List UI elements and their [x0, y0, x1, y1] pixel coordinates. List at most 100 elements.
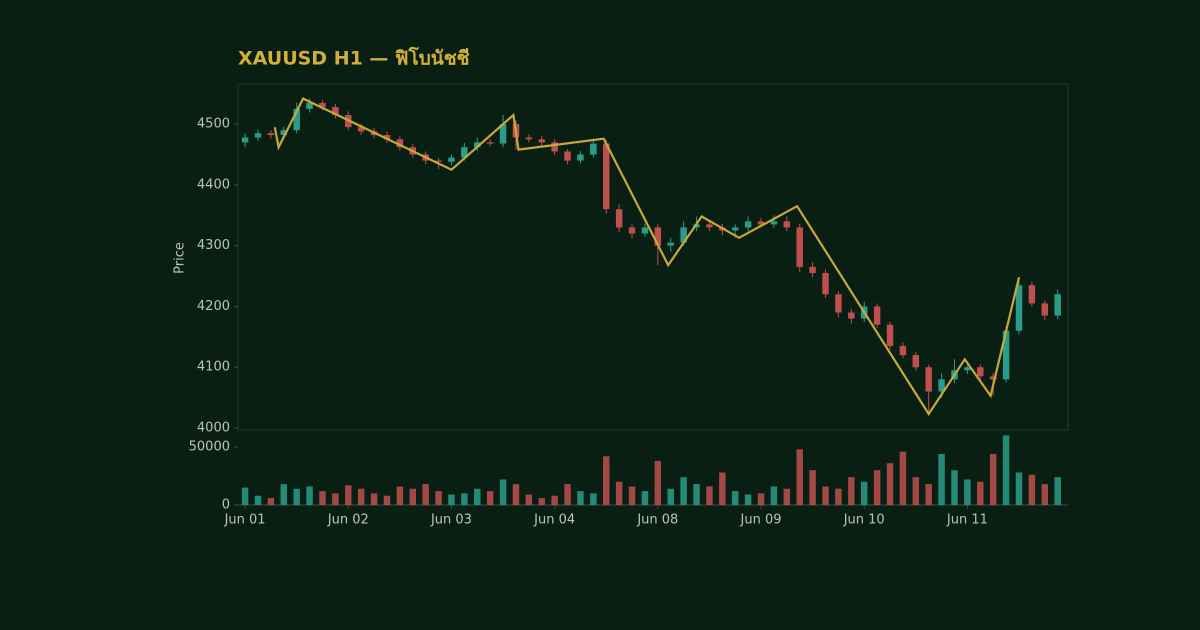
- candle-body: [577, 154, 584, 161]
- candle-body: [706, 224, 713, 228]
- volume-bar: [848, 477, 855, 505]
- x-tick-label: Jun 09: [740, 513, 782, 528]
- volume-bar: [667, 488, 674, 505]
- candle-body: [1002, 330, 1010, 380]
- volume-bar: [989, 453, 997, 505]
- candle-body: [615, 209, 623, 228]
- x-tick-label: Jun 08: [636, 513, 678, 528]
- volume-bar: [254, 495, 262, 505]
- volume-bar: [512, 484, 520, 505]
- volume-bar: [860, 481, 868, 505]
- volume-bar: [680, 477, 687, 505]
- candle-body: [551, 142, 558, 152]
- candle-body: [254, 133, 262, 138]
- volume-bar: [267, 498, 275, 505]
- candle-body: [564, 151, 571, 161]
- volume-bar: [461, 493, 468, 505]
- volume-bar: [280, 484, 288, 505]
- volume-bar: [293, 488, 300, 505]
- volume-bar: [757, 493, 765, 505]
- candle-body: [835, 294, 842, 313]
- y2-tick-label: 0: [222, 498, 230, 513]
- volume-bar: [1041, 484, 1049, 505]
- candle-body: [332, 107, 339, 115]
- y-axis-label: Price: [173, 242, 188, 274]
- candle-body: [474, 142, 481, 148]
- volume-bar: [357, 488, 365, 505]
- candle-body: [538, 139, 545, 143]
- candle-body: [461, 147, 468, 158]
- candle-body: [886, 324, 894, 346]
- volume-bar: [912, 477, 920, 505]
- volume-bar: [899, 451, 907, 505]
- candle-body: [796, 227, 803, 267]
- candle-body: [435, 160, 442, 162]
- volume-bar: [693, 484, 700, 505]
- volume-bar: [345, 485, 352, 505]
- candle-body: [641, 227, 649, 234]
- candle-body: [628, 227, 636, 234]
- y-tick-label: 4300: [197, 238, 230, 253]
- x-tick-label: Jun 04: [533, 513, 575, 528]
- candle-body: [396, 139, 404, 148]
- volume-bar: [886, 463, 894, 505]
- candle-body: [899, 345, 907, 356]
- volume-bar: [474, 488, 481, 505]
- volume-bar: [641, 491, 649, 505]
- candle-body: [319, 102, 326, 108]
- volume-bar: [525, 494, 533, 505]
- candle-body: [848, 312, 855, 319]
- candle-body: [1028, 285, 1036, 304]
- candle-body: [306, 102, 313, 109]
- x-tick-label: Jun 02: [327, 513, 369, 528]
- candle-body: [912, 355, 920, 368]
- volume-bar: [615, 481, 623, 505]
- candle-body: [525, 137, 533, 140]
- volume-bar: [744, 494, 752, 505]
- volume-bar: [422, 484, 429, 505]
- candle-body: [732, 227, 739, 231]
- volume-bar: [822, 486, 829, 505]
- volume-bar: [732, 491, 739, 505]
- candle-body: [590, 143, 597, 155]
- volume-bar: [383, 495, 391, 505]
- candle-body: [1015, 285, 1023, 331]
- volume-bar: [538, 498, 545, 505]
- candle-body: [925, 367, 932, 392]
- volume-bar: [1028, 474, 1036, 505]
- y-tick-label: 4100: [197, 360, 230, 375]
- volume-bar: [551, 495, 558, 505]
- candle-body: [757, 221, 765, 225]
- volume-bar: [938, 453, 945, 505]
- plot-frame: [237, 83, 1069, 431]
- y-tick-label: 4400: [197, 177, 230, 192]
- volume-bar: [654, 460, 662, 505]
- volume-bar: [977, 481, 984, 505]
- volume-bar: [835, 488, 842, 505]
- candle-body: [822, 273, 829, 295]
- volume-bar: [319, 491, 326, 505]
- candle-body: [977, 367, 984, 377]
- candle-body: [680, 227, 687, 243]
- candle-body: [989, 376, 997, 380]
- candle-body: [241, 137, 249, 143]
- candle-body: [603, 143, 610, 210]
- volume-bar: [332, 493, 339, 505]
- x-tick-label: Jun 03: [430, 513, 472, 528]
- volume-bar: [603, 456, 610, 505]
- volume-bar: [964, 479, 971, 505]
- candle-body: [744, 221, 752, 228]
- y-tick-label: 4500: [197, 117, 230, 132]
- y-tick-label: 4000: [197, 421, 230, 436]
- volume-bar: [951, 470, 958, 505]
- volume-bar: [925, 484, 932, 505]
- volume-bar: [409, 488, 416, 505]
- volume-bar: [590, 493, 597, 505]
- volume-bar: [499, 479, 507, 505]
- candle-body: [357, 127, 365, 132]
- x-tick-label: Jun 11: [946, 513, 988, 528]
- volume-bar: [396, 486, 404, 505]
- candle-body: [499, 124, 507, 144]
- volume-bar: [448, 494, 455, 505]
